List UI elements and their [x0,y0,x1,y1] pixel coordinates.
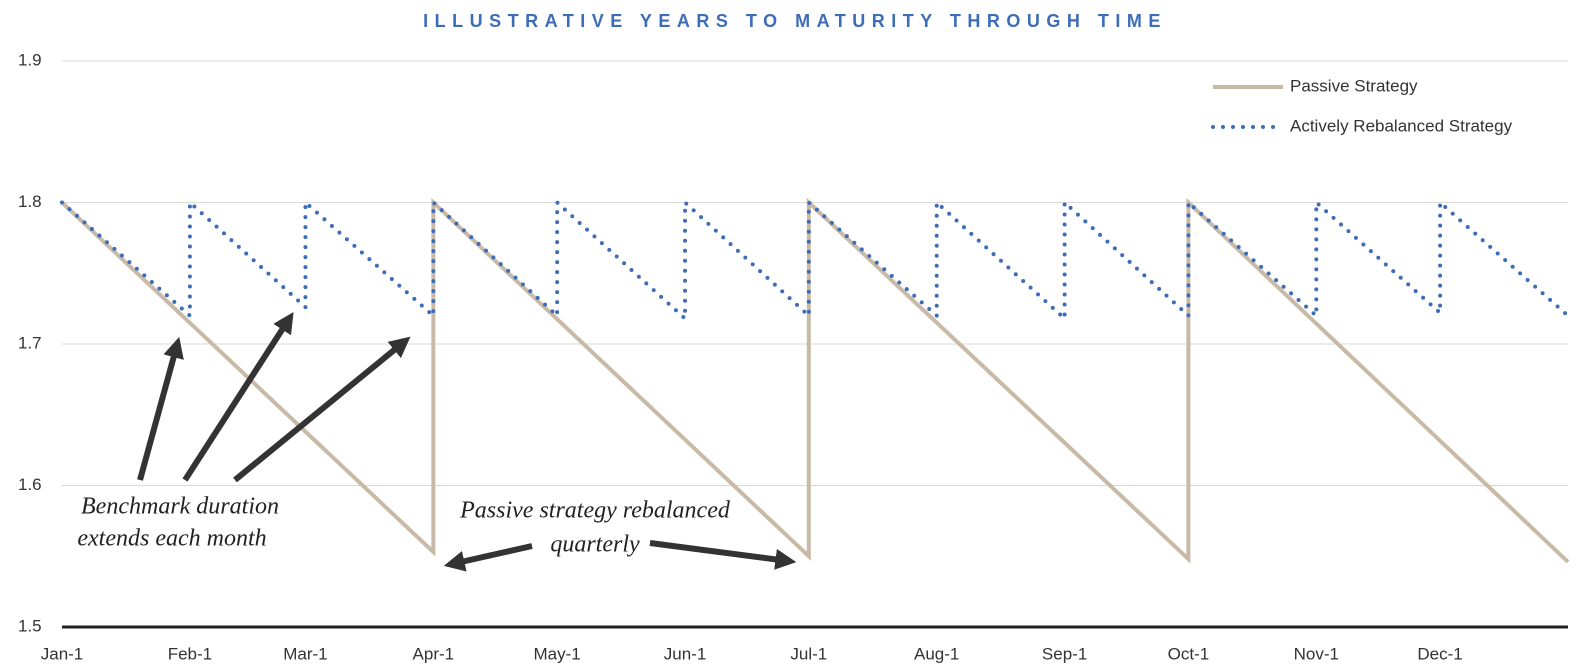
annotation: Passive strategy rebalanced [459,498,731,524]
grid: 1.5 1.6 1.7 1.8 1.9 Jan-1 Feb-1 Mar-1 Apr-1 May-1… [18,50,1568,663]
y-tick-label: 1.7 [18,333,42,352]
x-tick-label: Apr-1 [413,644,455,663]
x-tick-label: Dec-1 [1417,644,1462,663]
x-tick-label: Jan-1 [41,644,84,663]
arrow [137,336,184,481]
legend-label: Actively Rebalanced Strategy [1290,116,1513,135]
x-tick-label: Oct-1 [1168,644,1210,663]
arrow [649,540,797,570]
lines [60,197,1570,564]
legend-label: Passive Strategy [1290,76,1418,95]
x-tick-label: May-1 [534,644,581,663]
y-tick-label: 1.5 [18,616,42,635]
chart-title: ILLUSTRATIVE YEARS TO MATURITY THROUGH T… [423,11,1167,31]
y-tick-label: 1.8 [18,192,42,211]
x-tick-label: Jul-1 [790,644,827,663]
series-line [60,197,1570,324]
series-line [60,197,1570,564]
arrow [233,336,411,483]
x-tick-label: Mar-1 [283,644,327,663]
arrow [443,543,533,572]
y-tick-label: 1.9 [18,50,42,69]
x-tick-label: Nov-1 [1294,644,1339,663]
legend: Passive Strategy Actively Rebalanced Stra… [1211,76,1513,135]
y-tick-label: 1.6 [18,475,42,494]
arrow [182,311,294,482]
x-tick-label: Sep-1 [1042,644,1087,663]
x-tick-label: Jun-1 [664,644,707,663]
annotation: quarterly [550,532,640,558]
annotation: extends each month [77,526,266,552]
annotation: Benchmark duration [81,494,279,520]
x-tick-label: Aug-1 [914,644,959,663]
x-tick-label: Feb-1 [168,644,212,663]
arrows [137,311,797,572]
